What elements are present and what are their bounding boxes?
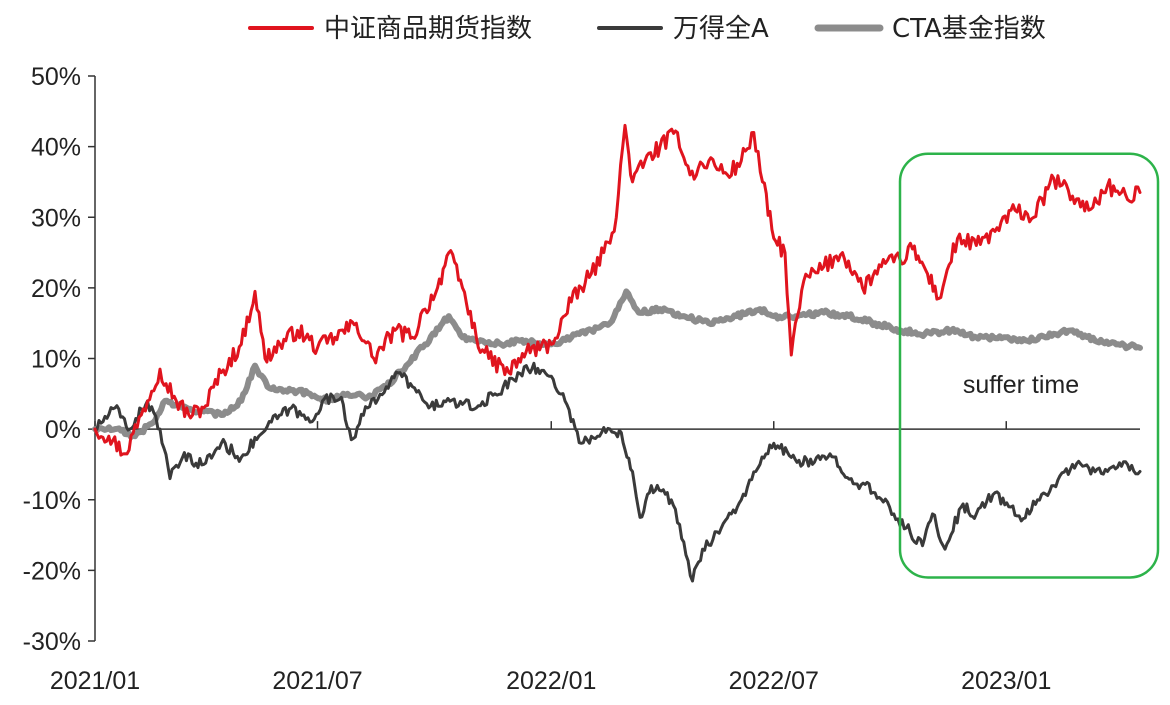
y-tick-label: -30% (23, 628, 81, 656)
y-tick-label: 30% (31, 204, 81, 232)
x-tick-label: 2023/01 (961, 667, 1051, 695)
y-tick-label: 0% (45, 416, 81, 444)
series-layer (92, 123, 1143, 583)
legend-label-0: 中证商品期货指数 (324, 14, 532, 44)
y-tick-label: 50% (31, 63, 81, 91)
annotation-layer: suffer time (898, 152, 1160, 579)
series-line-0 (93, 123, 1142, 457)
suffer-time-highlight-box (898, 152, 1160, 579)
legend: 中证商品期货指数 万得全A CTA基金指数 (248, 14, 1046, 44)
series-line-2 (92, 288, 1143, 440)
legend-label-2: CTA基金指数 (892, 14, 1046, 44)
x-tick-label: 2021/07 (272, 667, 362, 695)
y-tick-label: -20% (23, 557, 81, 585)
y-tick-label: 20% (31, 275, 81, 303)
legend-label-1: 万得全A (673, 14, 769, 44)
x-tick-label: 2022/07 (729, 667, 819, 695)
y-tick-label: 10% (31, 346, 81, 374)
suffer-time-label: suffer time (963, 371, 1079, 399)
y-tick-label: -10% (23, 487, 81, 515)
x-tick-label: 2022/01 (506, 667, 596, 695)
axes: 50% 40% 30% 20% 10% 0% -10% -20% -30% 2021/01 2021… (23, 63, 1140, 695)
series-line-1 (93, 361, 1142, 583)
y-tick-label: 40% (31, 134, 81, 162)
x-tick-label: 2021/01 (50, 667, 140, 695)
